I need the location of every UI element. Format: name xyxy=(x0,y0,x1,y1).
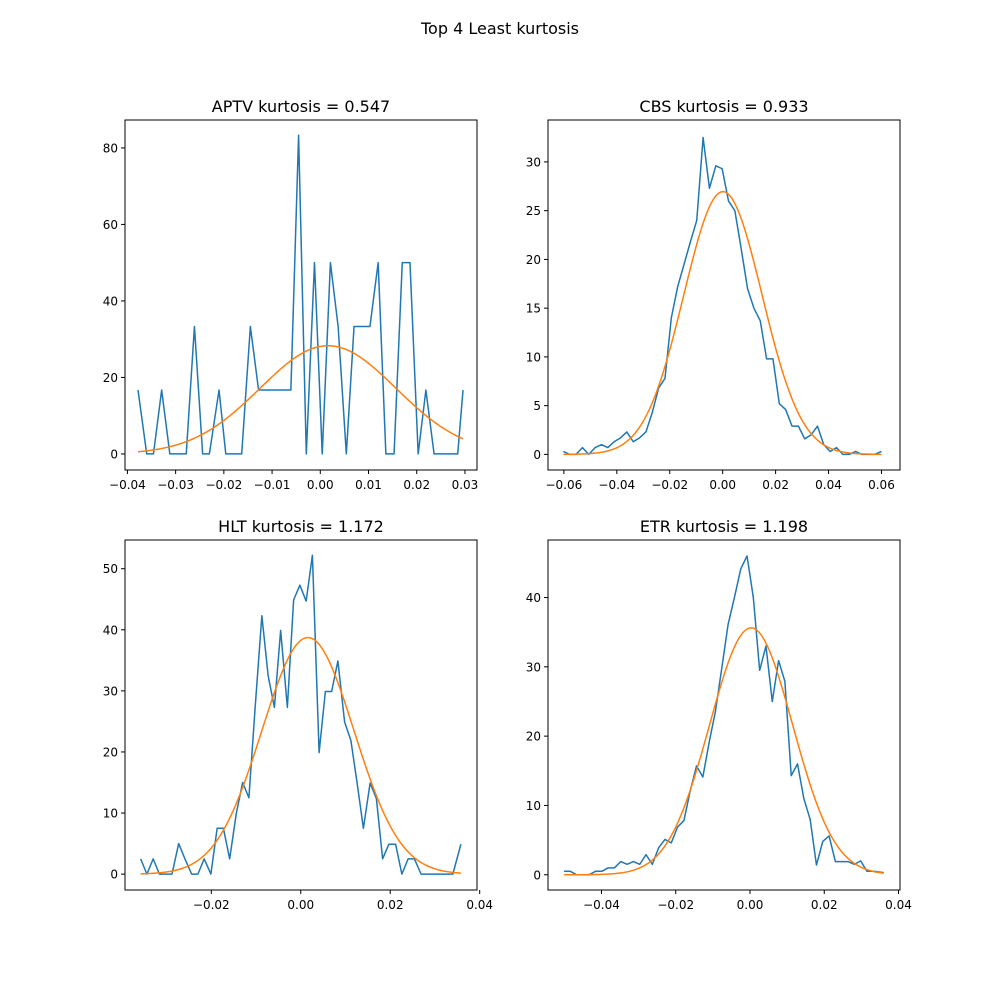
axes-frame xyxy=(124,119,478,471)
x-tick-label: −0.04 xyxy=(583,898,620,912)
plot-area xyxy=(139,554,462,875)
y-tick-label: 30 xyxy=(526,660,541,674)
y-tick-label: 10 xyxy=(526,350,541,364)
normal-fit-line xyxy=(563,190,882,456)
x-tick-label: 0.02 xyxy=(403,478,430,492)
x-tick-label: 0.06 xyxy=(868,478,895,492)
x-tick-label: 0.04 xyxy=(885,898,912,912)
y-tick-label: 30 xyxy=(103,684,118,698)
x-tick-label: 0.02 xyxy=(762,478,789,492)
y-tick-label: 20 xyxy=(526,730,541,744)
y-tick-label: 20 xyxy=(103,745,118,759)
y-tick-label: 20 xyxy=(526,253,541,267)
x-tick-label: 0.03 xyxy=(452,478,479,492)
y-tick-label: 40 xyxy=(526,591,541,605)
x-tick-label: −0.01 xyxy=(254,478,291,492)
y-tick-label: 50 xyxy=(103,562,118,576)
panel-title: CBS kurtosis = 0.933 xyxy=(639,97,808,116)
x-tick-label: −0.02 xyxy=(657,898,694,912)
x-tick-label: 0.01 xyxy=(355,478,382,492)
panel-title: ETR kurtosis = 1.198 xyxy=(640,517,808,536)
x-tick-label: 0.04 xyxy=(466,898,493,912)
axes-frame xyxy=(547,119,901,471)
y-tick-label: 30 xyxy=(526,155,541,169)
plot-area xyxy=(563,136,882,456)
y-tick-label: 40 xyxy=(103,623,118,637)
normal-fit-line xyxy=(563,627,884,876)
panel-cbs: CBS kurtosis = 0.933 −0.06 −0.04 −0.02 0.00 0… xyxy=(526,97,901,492)
y-tick-label: 15 xyxy=(526,302,541,316)
x-tick-label: 0.00 xyxy=(287,898,314,912)
histogram-line xyxy=(563,555,884,876)
histogram-line xyxy=(563,136,882,456)
axes-frame xyxy=(547,539,901,891)
y-tick-label: 0 xyxy=(110,447,118,461)
histogram-line xyxy=(139,554,462,875)
x-tick-label: −0.02 xyxy=(651,478,688,492)
x-tick-label: 0.02 xyxy=(811,898,838,912)
y-tick-label: 10 xyxy=(103,807,118,821)
panel-etr: ETR kurtosis = 1.198 −0.04 −0.02 0.00 0.02 0.… xyxy=(526,517,912,912)
x-tick-label: −0.04 xyxy=(109,478,146,492)
x-tick-label: 0.00 xyxy=(307,478,334,492)
plot-area xyxy=(563,555,884,876)
y-tick-label: 20 xyxy=(103,371,118,385)
y-tick-label: 25 xyxy=(526,204,541,218)
panel-aptv: APTV kurtosis = 0.547 −0.04 −0.03 −0.02 −0.0… xyxy=(103,97,479,492)
panel-title: APTV kurtosis = 0.547 xyxy=(212,97,390,116)
x-tick-label: 0.00 xyxy=(737,898,764,912)
x-tick-label: −0.06 xyxy=(545,478,582,492)
normal-fit-line xyxy=(137,344,464,453)
y-tick-label: 80 xyxy=(103,141,118,155)
y-tick-label: 40 xyxy=(103,294,118,308)
plot-area xyxy=(137,134,464,455)
x-tick-label: −0.03 xyxy=(157,478,194,492)
y-tick-label: 5 xyxy=(533,399,541,413)
x-tick-label: 0.02 xyxy=(377,898,404,912)
histogram-line xyxy=(137,134,464,455)
panel-hlt: HLT kurtosis = 1.172 −0.02 0.00 0.02 0.04 0 10… xyxy=(103,517,493,912)
y-tick-label: 0 xyxy=(533,868,541,882)
x-tick-label: 0.04 xyxy=(815,478,842,492)
x-tick-label: 0.00 xyxy=(709,478,736,492)
x-tick-label: −0.04 xyxy=(598,478,635,492)
x-tick-label: −0.02 xyxy=(193,898,230,912)
normal-fit-line xyxy=(140,636,461,875)
y-tick-label: 0 xyxy=(110,868,118,882)
x-tick-label: −0.02 xyxy=(205,478,242,492)
panel-title: HLT kurtosis = 1.172 xyxy=(218,517,384,536)
y-tick-label: 0 xyxy=(533,448,541,462)
y-tick-label: 10 xyxy=(526,799,541,813)
figure-suptitle: Top 4 Least kurtosis xyxy=(420,19,579,38)
y-tick-label: 60 xyxy=(103,218,118,232)
